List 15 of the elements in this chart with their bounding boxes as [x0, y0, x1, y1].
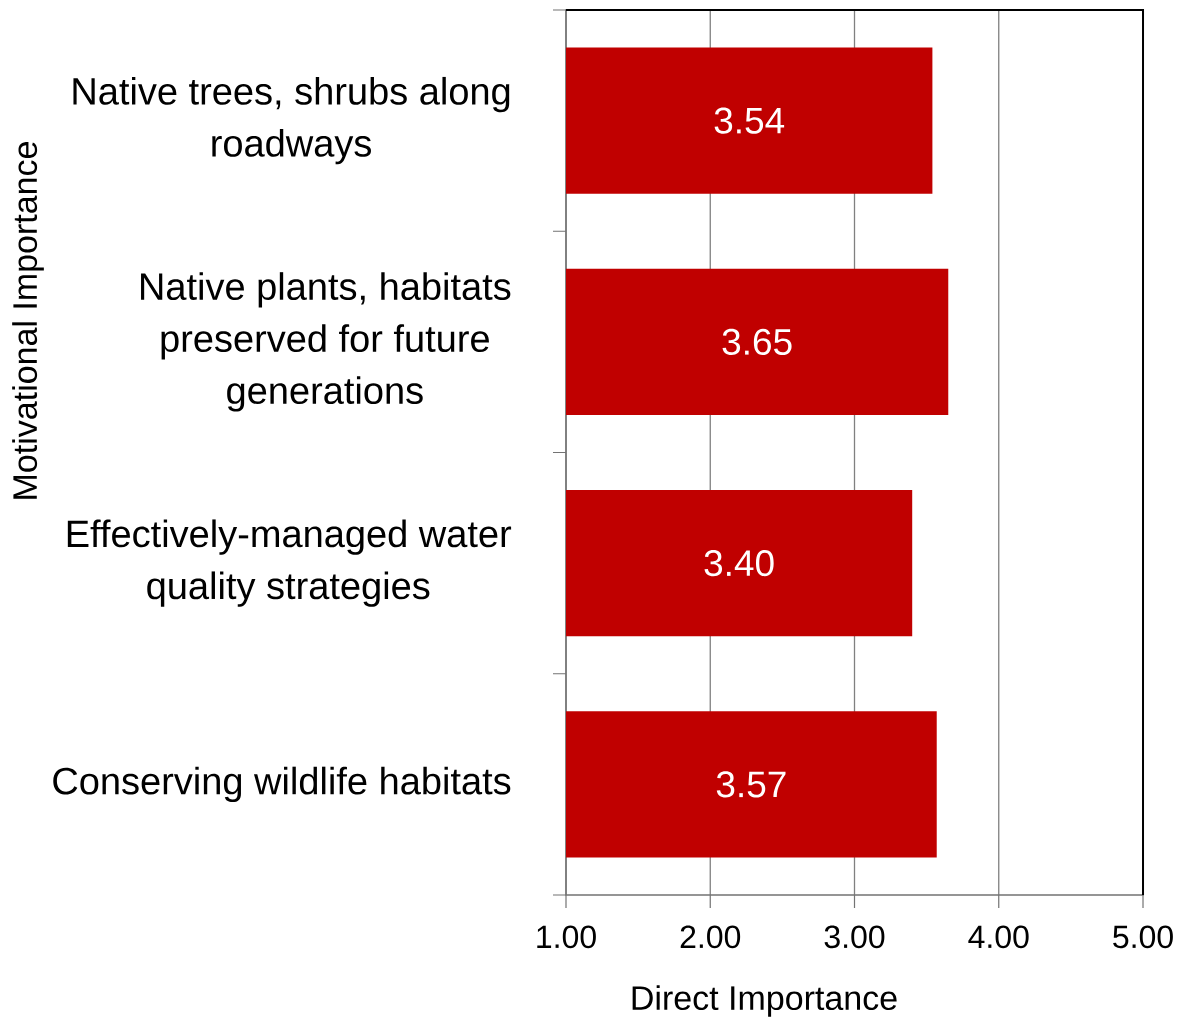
x-tick-label: 1.00 — [537, 925, 596, 949]
data-label: 3.40 — [704, 550, 774, 577]
data-label: 3.65 — [722, 328, 792, 355]
y-tick-label: Conserving wildlife habitats — [53, 766, 511, 803]
x-tick-label: 4.00 — [968, 925, 1029, 949]
y-axis-title: Motivational Importance — [12, 142, 44, 499]
y-tick-label: Native plants, habitats preserved for future generations — [141, 272, 511, 412]
y-tick-label: Effectively-managed water quality strategies — [67, 519, 512, 607]
x-tick-label: 2.00 — [680, 925, 741, 949]
x-axis-title: Direct Importance — [632, 985, 897, 1017]
x-tick-label: 5.00 — [1113, 925, 1173, 949]
x-tick-label: 3.00 — [824, 925, 885, 949]
data-label: 3.57 — [716, 771, 786, 798]
data-label: 3.54 — [714, 107, 785, 134]
y-tick-label: Native trees, shrubs along roadways — [73, 76, 510, 165]
